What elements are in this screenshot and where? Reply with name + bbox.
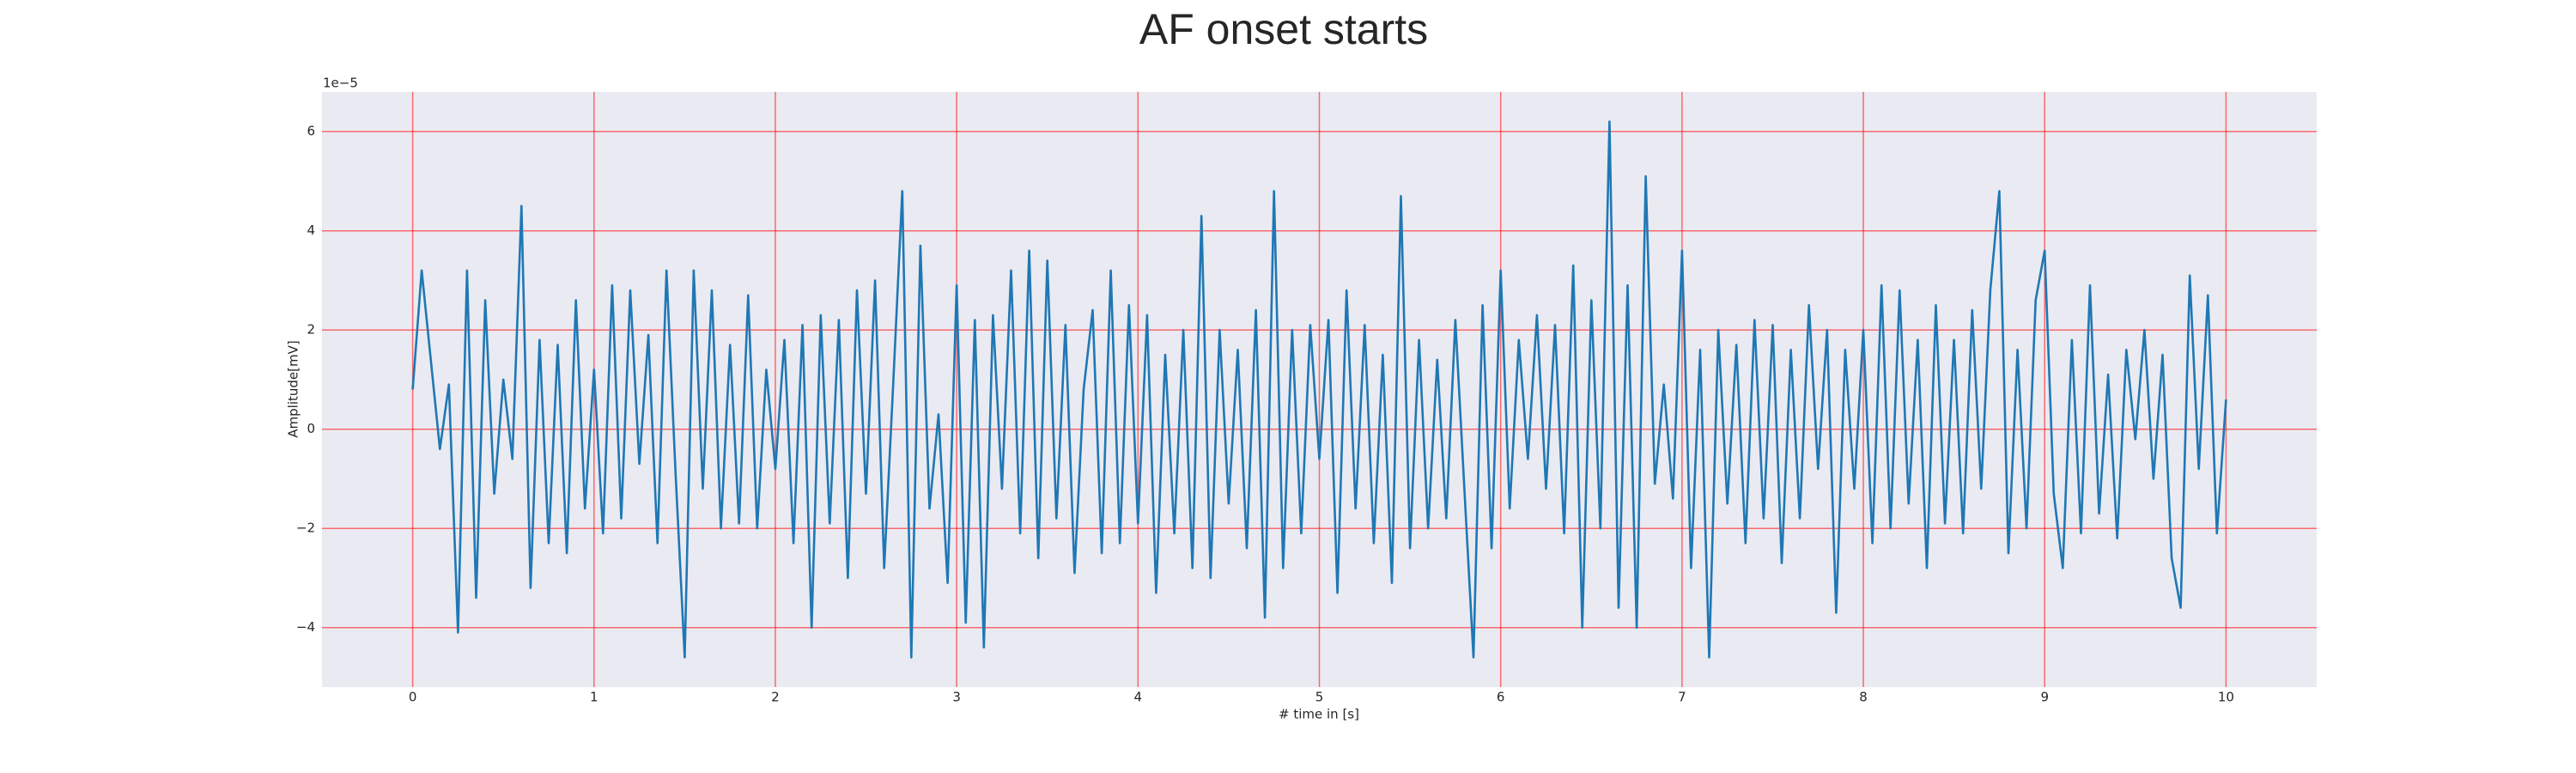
- x-tick-label: 3: [952, 690, 961, 705]
- x-tick-label: 1: [590, 690, 598, 705]
- y-tick-label: 2: [307, 322, 315, 338]
- signal-line: [411, 120, 2227, 659]
- x-tick-label: 6: [1497, 690, 1505, 705]
- y-tick-label: −2: [296, 520, 315, 536]
- y-tick-label: −4: [296, 619, 315, 635]
- x-tick-label: 4: [1134, 690, 1143, 705]
- chart-title: AF onset starts: [1139, 5, 1428, 53]
- offset-label: 1e−5: [323, 76, 358, 91]
- x-tick-label: 10: [2218, 690, 2234, 705]
- x-tick-label: 7: [1678, 690, 1686, 705]
- y-tick-label: 4: [307, 222, 315, 238]
- x-tick-label: 5: [1315, 690, 1324, 705]
- y-tick-label: 0: [307, 421, 315, 436]
- x-tick-label: 8: [1859, 690, 1868, 705]
- x-tick-label: 2: [771, 690, 780, 705]
- y-axis-label: Amplitude[mV]: [286, 340, 301, 437]
- x-tick-label: 9: [2040, 690, 2049, 705]
- y-tick-label: 6: [307, 124, 315, 139]
- x-axis-label: # time in [s]: [1279, 707, 1359, 722]
- x-tick-label: 0: [409, 690, 417, 705]
